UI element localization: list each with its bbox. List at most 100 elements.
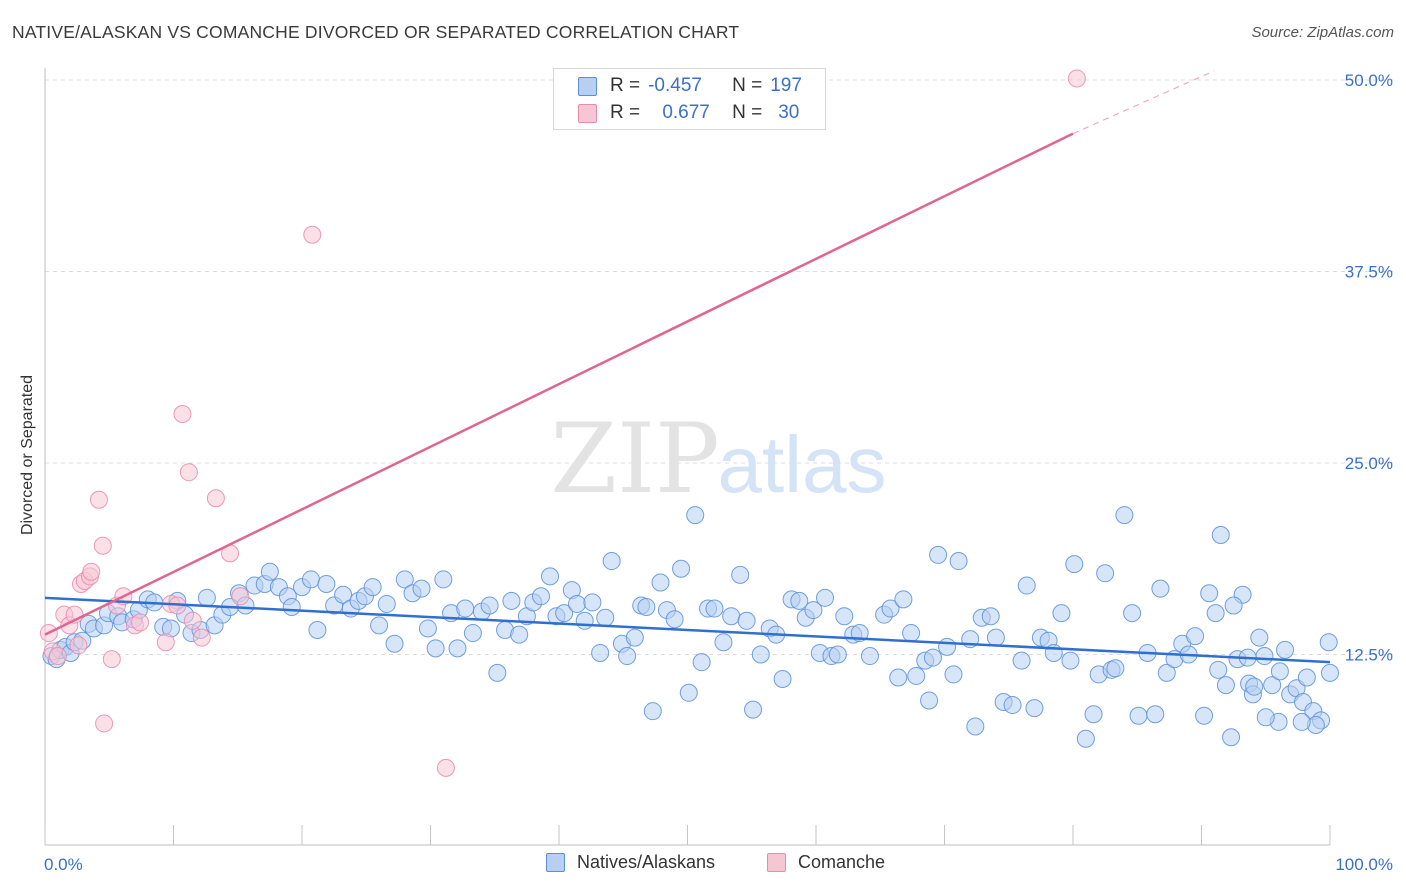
comanche-point [93,536,112,555]
legend-swatch-natives [546,853,565,872]
comanche-trend-line [44,132,1074,636]
stats-row-comanche: R = 0.677 N = 30 [578,100,799,126]
natives-point [1129,706,1148,725]
natives-point [966,717,985,736]
natives-point [1096,564,1115,583]
series-legend: Natives/Alaskans Comanche [0,852,1406,876]
natives-point [944,665,963,684]
natives-point [1106,659,1125,678]
stats-row-natives: R = -0.457 N = 197 [578,73,802,99]
natives-point [907,666,926,685]
natives-point [1321,663,1339,682]
natives-point [395,570,414,589]
natives-point [686,506,705,525]
comanche-point [102,650,121,669]
y-tick-label: 12.5% [1345,646,1393,665]
natives-point [1123,604,1142,623]
natives-point [426,639,445,658]
natives-point [705,599,724,618]
natives-point [1224,596,1243,615]
natives-point [591,643,610,662]
stats-swatch-comanche [578,103,597,123]
natives-point [1292,712,1311,731]
legend-label-natives: Natives/Alaskans [577,852,716,872]
natives-point [434,570,453,589]
axes [44,68,1331,846]
natives-point [1186,627,1205,646]
natives-point [731,565,750,584]
natives-trend-line [44,596,1331,664]
comanche-point [82,562,101,581]
natives-point [828,645,847,664]
natives-point [1012,651,1031,670]
comanche-trend-extension [1072,70,1215,135]
comanche-point [303,225,322,244]
watermark-zip: ZIP [550,403,719,515]
natives-point [920,691,939,710]
natives-point [377,594,396,613]
natives-point [1270,662,1289,681]
natives-point [773,670,792,689]
natives-point [1061,651,1080,670]
natives-point [929,545,948,564]
natives-point [722,607,741,626]
r-label: R = [610,102,641,123]
natives-point [744,700,763,719]
natives-point [541,567,560,586]
natives-point [815,588,834,607]
natives-point [596,608,615,627]
gridlines [45,79,1395,655]
natives-point [567,594,586,613]
comanche-point [131,613,150,632]
legend-item-comanche[interactable]: Comanche [767,852,885,873]
natives-point [480,596,499,615]
natives-point [981,607,1000,626]
comanche-point [48,647,67,666]
legend-item-natives[interactable]: Natives/Alaskans [546,852,715,873]
natives-point [1065,555,1084,574]
comanche-point [231,587,250,606]
natives-point [618,647,637,666]
natives-point [692,653,711,672]
natives-point [1263,676,1282,695]
comanche-point [183,611,202,630]
natives-point [602,552,621,571]
natives-point [1052,604,1071,623]
natives-point [986,628,1005,647]
natives-point [1017,576,1036,595]
watermark-atlas: atlas [718,420,887,509]
n-value: 30 [778,102,800,123]
natives-point [370,616,389,635]
x-tick-label: 100.0% [1335,855,1393,874]
n-value: 197 [770,75,802,96]
stats-legend: R = -0.457 N = 197 R = 0.677 N = 30 [553,68,826,130]
comanche-point [192,628,211,647]
natives-point [643,702,662,721]
chart-title: NATIVE/ALASKAN VS COMANCHE DIVORCED OR S… [12,22,740,42]
natives-point [1206,604,1225,623]
natives-point [1255,647,1274,666]
natives-point [1245,677,1264,696]
natives-point [334,585,353,604]
natives-point [902,624,921,643]
natives-point [625,628,644,647]
natives-point [555,604,574,623]
x-tick-label: 0.0% [44,855,83,874]
natives-point [197,588,216,607]
natives-point [1115,506,1134,525]
natives-point [317,575,336,594]
trend-lines [44,70,1331,664]
natives-point [488,663,507,682]
natives-point [1195,706,1214,725]
y-tick-label: 50.0% [1345,71,1393,90]
natives-point [938,637,957,656]
natives-point [790,591,809,610]
comanche-point [179,463,198,482]
legend-swatch-comanche [767,853,786,872]
natives-point [665,610,684,629]
natives-point [463,624,482,643]
natives-point [672,559,691,578]
r-label: R = [610,75,641,96]
natives-point [575,611,594,630]
